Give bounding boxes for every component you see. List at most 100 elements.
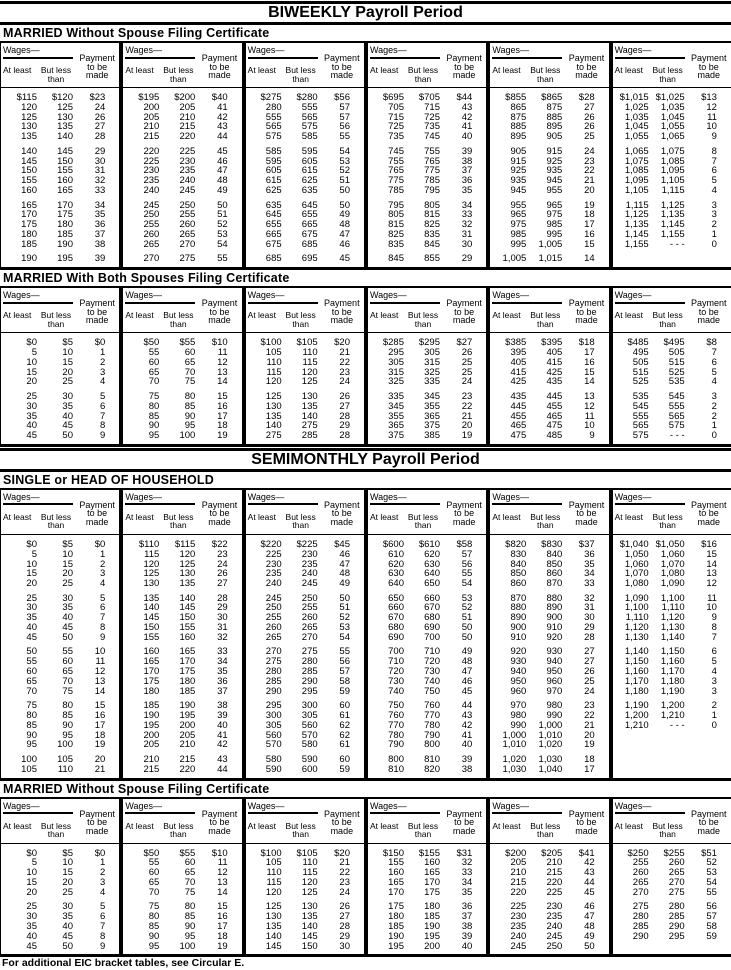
cell-at-least: 720 <box>388 666 404 678</box>
cell-at-least: 180 <box>143 685 160 697</box>
cell-payment: 36 <box>217 675 228 687</box>
cell-but-less-than: 170 <box>424 877 440 889</box>
table-row: 90 95 18 <box>123 931 241 942</box>
table-row <box>613 254 731 264</box>
cell-at-least: 30 <box>26 602 37 614</box>
cell-but-less-than: 1,000 <box>538 719 563 731</box>
cell-but-less-than: 55 <box>62 646 73 658</box>
cell-at-least: 915 <box>510 155 527 167</box>
table-row: 210 215 43 <box>123 755 241 765</box>
cell-but-less-than: 695 <box>301 253 318 265</box>
cell-payment: 12 <box>584 400 595 412</box>
table-row: 670 680 51 <box>368 613 486 623</box>
cell-payment: 9 <box>711 131 717 143</box>
cell-payment: 12 <box>217 867 228 879</box>
table-row: 1,110 1,120 9 <box>613 613 731 623</box>
cell-payment: 28 <box>339 921 350 932</box>
cell-payment: 34 <box>461 199 473 211</box>
column-header: Wages— At least But less than Payment to be… <box>245 43 364 88</box>
cell-payment: 25 <box>584 675 595 687</box>
cell-but-less-than: 70 <box>62 675 73 687</box>
cell-payment: 4 <box>100 376 106 388</box>
table-row: 1,075 1,085 7 <box>613 156 731 167</box>
cell-but-less-than: 305 <box>301 710 318 722</box>
cell-but-less-than: 220 <box>546 877 563 889</box>
cell-but-less-than: 200 <box>179 719 196 731</box>
cell-at-least: 275 <box>632 901 649 913</box>
cell-at-least: 965 <box>510 209 527 221</box>
cell-payment: 23 <box>339 877 350 889</box>
table-row: 15 20 3 <box>1 569 119 579</box>
cell-at-least: 105 <box>21 763 37 775</box>
header-but-less-than: But less than <box>285 65 316 84</box>
table-row: 575 585 55 <box>246 132 364 142</box>
cell-at-least: 950 <box>510 675 527 687</box>
cell-payment: 39 <box>461 754 473 766</box>
table-row: 290 295 59 <box>246 686 364 697</box>
cell-but-less-than: 835 <box>424 228 440 240</box>
cell-at-least: 130 <box>265 400 282 412</box>
cell-at-least: 260 <box>265 622 282 634</box>
cell-payment: 5 <box>100 592 106 604</box>
cell-payment: 35 <box>461 886 473 898</box>
cell-at-least: 175 <box>388 901 404 913</box>
table-row: 880 890 31 <box>490 603 608 613</box>
table-single-or-head-of-household: Wages— At least But less than Payment to be… <box>0 487 731 781</box>
cell-at-least: 195 <box>388 940 404 952</box>
table-row: 905 915 24 <box>490 146 608 157</box>
table-row: 355 365 21 <box>368 411 486 422</box>
cell-at-least: 605 <box>265 165 282 177</box>
table-row: 1,135 1,145 2 <box>613 220 731 230</box>
table-row: 595 605 53 <box>246 156 364 167</box>
column-header: Wages— At least But less than Payment to be… <box>123 288 242 334</box>
cell-at-least: $195 <box>138 92 160 103</box>
cell-at-least: 835 <box>388 238 404 250</box>
cell-payment: $41 <box>578 847 595 859</box>
cell-but-less-than: 275 <box>301 420 318 432</box>
cell-at-least: 115 <box>266 877 282 889</box>
table-row: 265 270 54 <box>246 633 364 643</box>
table-row: 375 385 19 <box>368 431 486 441</box>
cell-payment: 0 <box>711 238 717 250</box>
cell-at-least: 960 <box>510 685 527 697</box>
cell-payment: 30 <box>461 238 473 250</box>
cell-but-less-than: 245 <box>546 930 563 942</box>
cell-payment: 38 <box>461 155 473 167</box>
cell-but-less-than: 890 <box>546 602 563 614</box>
table-row: 1,055 1,065 9 <box>613 132 731 142</box>
cell-at-least: $600 <box>382 538 404 550</box>
cell-at-least: 140 <box>143 602 160 614</box>
column-group: Wages— At least But less than Payment to be… <box>1 490 120 778</box>
cell-payment: 6 <box>100 911 106 923</box>
cell-at-least: 1,090 <box>624 592 649 604</box>
cell-but-less-than: 60 <box>62 656 73 668</box>
cell-payment: 50 <box>461 622 473 634</box>
cell-but-less-than: 345 <box>424 390 440 402</box>
table-row: 55 60 11 <box>1 657 119 667</box>
table-row: 260 265 53 <box>613 868 731 878</box>
cell-at-least: 50 <box>26 646 37 658</box>
cell-at-least: $100 <box>260 847 282 859</box>
header-but-less-than: But less than <box>652 511 683 531</box>
cell-but-less-than: 35 <box>62 400 73 412</box>
header-at-least: At least <box>614 511 643 522</box>
cell-at-least: 265 <box>632 877 649 889</box>
cell-but-less-than: 685 <box>301 238 318 250</box>
cell-but-less-than: 700 <box>424 631 440 643</box>
cell-payment: 4 <box>711 376 717 388</box>
cell-payment: 12 <box>706 101 717 113</box>
cell-payment: 53 <box>339 622 350 634</box>
table-row: 40 45 8 <box>1 421 119 431</box>
cell-payment: 22 <box>339 356 350 368</box>
header-at-least: At least <box>369 310 399 321</box>
cell-but-less-than: 215 <box>546 867 563 879</box>
table-row: 115 120 23 <box>123 549 241 560</box>
cell-payment: 44 <box>217 131 228 143</box>
cell-at-least: 920 <box>510 646 527 658</box>
table-row: 975 985 17 <box>490 220 608 230</box>
cell-payment: 32 <box>461 219 473 231</box>
cell-at-least: 210 <box>143 121 160 133</box>
cell-payment: 42 <box>461 719 473 731</box>
table-row: 255 260 52 <box>613 858 731 868</box>
cell-at-least: 220 <box>510 886 527 898</box>
